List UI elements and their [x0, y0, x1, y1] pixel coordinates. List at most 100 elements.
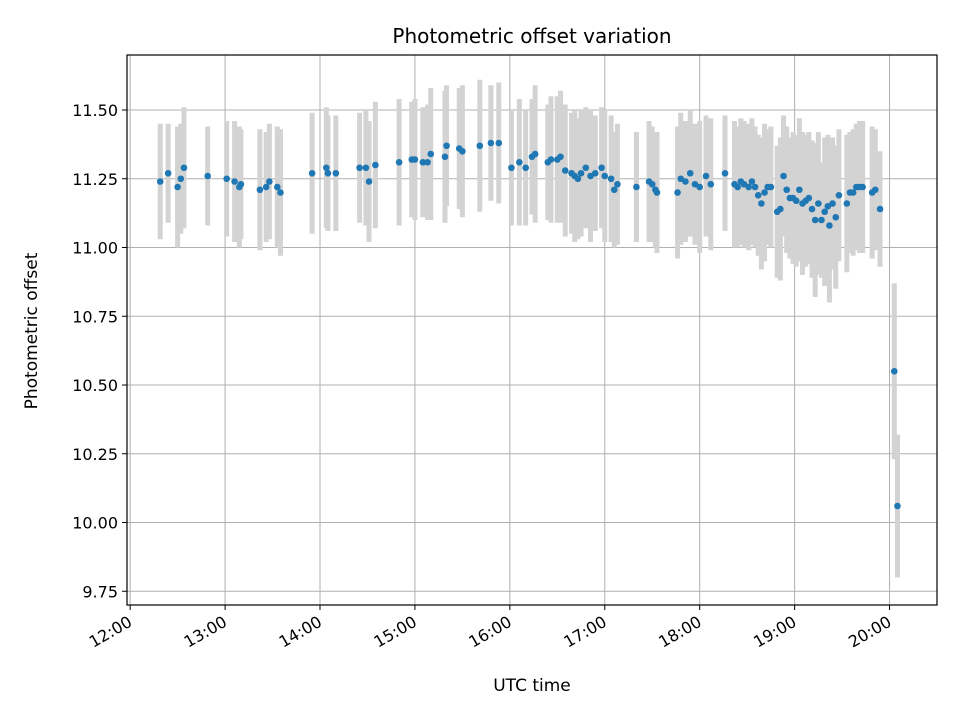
- data-point: [653, 189, 661, 196]
- data-point: [849, 189, 857, 196]
- data-point: [204, 172, 211, 180]
- data-point: [610, 186, 618, 194]
- data-point: [522, 164, 529, 172]
- y-tick-label: 11.25: [72, 170, 118, 189]
- data-point: [601, 172, 609, 180]
- data-point: [424, 158, 431, 166]
- y-tick-label: 10.50: [72, 376, 118, 395]
- data-point: [487, 139, 495, 147]
- data-point: [223, 175, 230, 183]
- data-point: [872, 186, 879, 194]
- data-point: [808, 205, 816, 213]
- data-point: [443, 142, 450, 150]
- data-point: [745, 183, 753, 191]
- data-point: [811, 216, 819, 224]
- data-point: [721, 169, 729, 177]
- data-point: [754, 191, 762, 199]
- data-point: [821, 208, 828, 216]
- data-point: [707, 180, 715, 188]
- data-point: [805, 194, 813, 202]
- y-tick-label: 10.75: [72, 307, 118, 326]
- data-point: [324, 169, 332, 177]
- data-point: [796, 186, 803, 194]
- chart-title: Photometric offset variation: [392, 24, 671, 48]
- data-point: [751, 183, 759, 191]
- data-point: [411, 156, 419, 163]
- data-points: [156, 139, 901, 510]
- data-point: [614, 180, 621, 188]
- y-tick-label: 11.50: [72, 101, 118, 120]
- data-point: [591, 169, 599, 177]
- data-point: [495, 139, 503, 147]
- data-point: [180, 164, 188, 172]
- data-point: [395, 158, 403, 166]
- data-point: [156, 178, 164, 185]
- data-point: [262, 183, 270, 191]
- data-point: [266, 178, 273, 185]
- data-point: [277, 189, 284, 196]
- data-point: [419, 158, 427, 166]
- data-point: [557, 153, 564, 161]
- data-point: [792, 197, 800, 205]
- data-point: [476, 142, 484, 150]
- data-point: [818, 216, 825, 224]
- data-point: [459, 147, 466, 155]
- data-point: [582, 164, 590, 172]
- data-point: [256, 186, 264, 194]
- data-point: [561, 167, 569, 174]
- data-point: [835, 191, 843, 199]
- data-point: [231, 178, 238, 185]
- data-point: [783, 186, 791, 194]
- data-point: [686, 169, 694, 177]
- data-point: [177, 175, 185, 183]
- data-point: [894, 502, 901, 510]
- data-point: [531, 150, 539, 158]
- y-tick-label: 9.75: [82, 582, 118, 601]
- data-point: [164, 169, 172, 177]
- data-point: [777, 205, 784, 213]
- data-point: [696, 183, 703, 191]
- data-point: [574, 175, 582, 183]
- data-point: [598, 164, 605, 172]
- data-point: [826, 222, 833, 229]
- data-point: [365, 178, 373, 185]
- data-point: [427, 150, 435, 158]
- data-point: [633, 183, 640, 191]
- data-point: [362, 164, 370, 172]
- data-point: [815, 200, 822, 207]
- y-tick-label: 10.00: [72, 514, 118, 533]
- data-point: [702, 172, 710, 180]
- data-point: [890, 367, 898, 375]
- data-point: [273, 183, 281, 191]
- data-point: [780, 172, 787, 180]
- data-point: [767, 183, 775, 191]
- data-point: [761, 189, 768, 196]
- y-axis-ticks: 9.75 10.00 10.25 10.50 10.75 11.00 11.25 11.50: [72, 101, 127, 601]
- x-axis-title: UTC time: [493, 676, 571, 696]
- data-point: [547, 156, 555, 163]
- data-point: [356, 164, 363, 172]
- data-point: [876, 205, 884, 213]
- data-point: [372, 161, 379, 169]
- data-point: [308, 169, 316, 177]
- data-point: [758, 200, 765, 207]
- data-point: [323, 164, 330, 172]
- y-tick-label: 11.00: [72, 239, 118, 258]
- data-point: [682, 178, 689, 185]
- data-point: [829, 200, 836, 207]
- data-point: [607, 175, 615, 183]
- y-tick-label: 10.25: [72, 445, 118, 464]
- y-axis-title: Photometric offset: [22, 252, 42, 409]
- data-point: [734, 183, 741, 191]
- plot-frame: [126, 54, 938, 606]
- data-point: [748, 178, 756, 185]
- data-point: [674, 189, 681, 196]
- data-point: [843, 200, 851, 207]
- data-point: [859, 183, 866, 191]
- data-point: [508, 164, 515, 172]
- data-point: [332, 169, 340, 177]
- data-point: [516, 158, 523, 166]
- data-point: [832, 213, 840, 221]
- data-point: [577, 169, 585, 177]
